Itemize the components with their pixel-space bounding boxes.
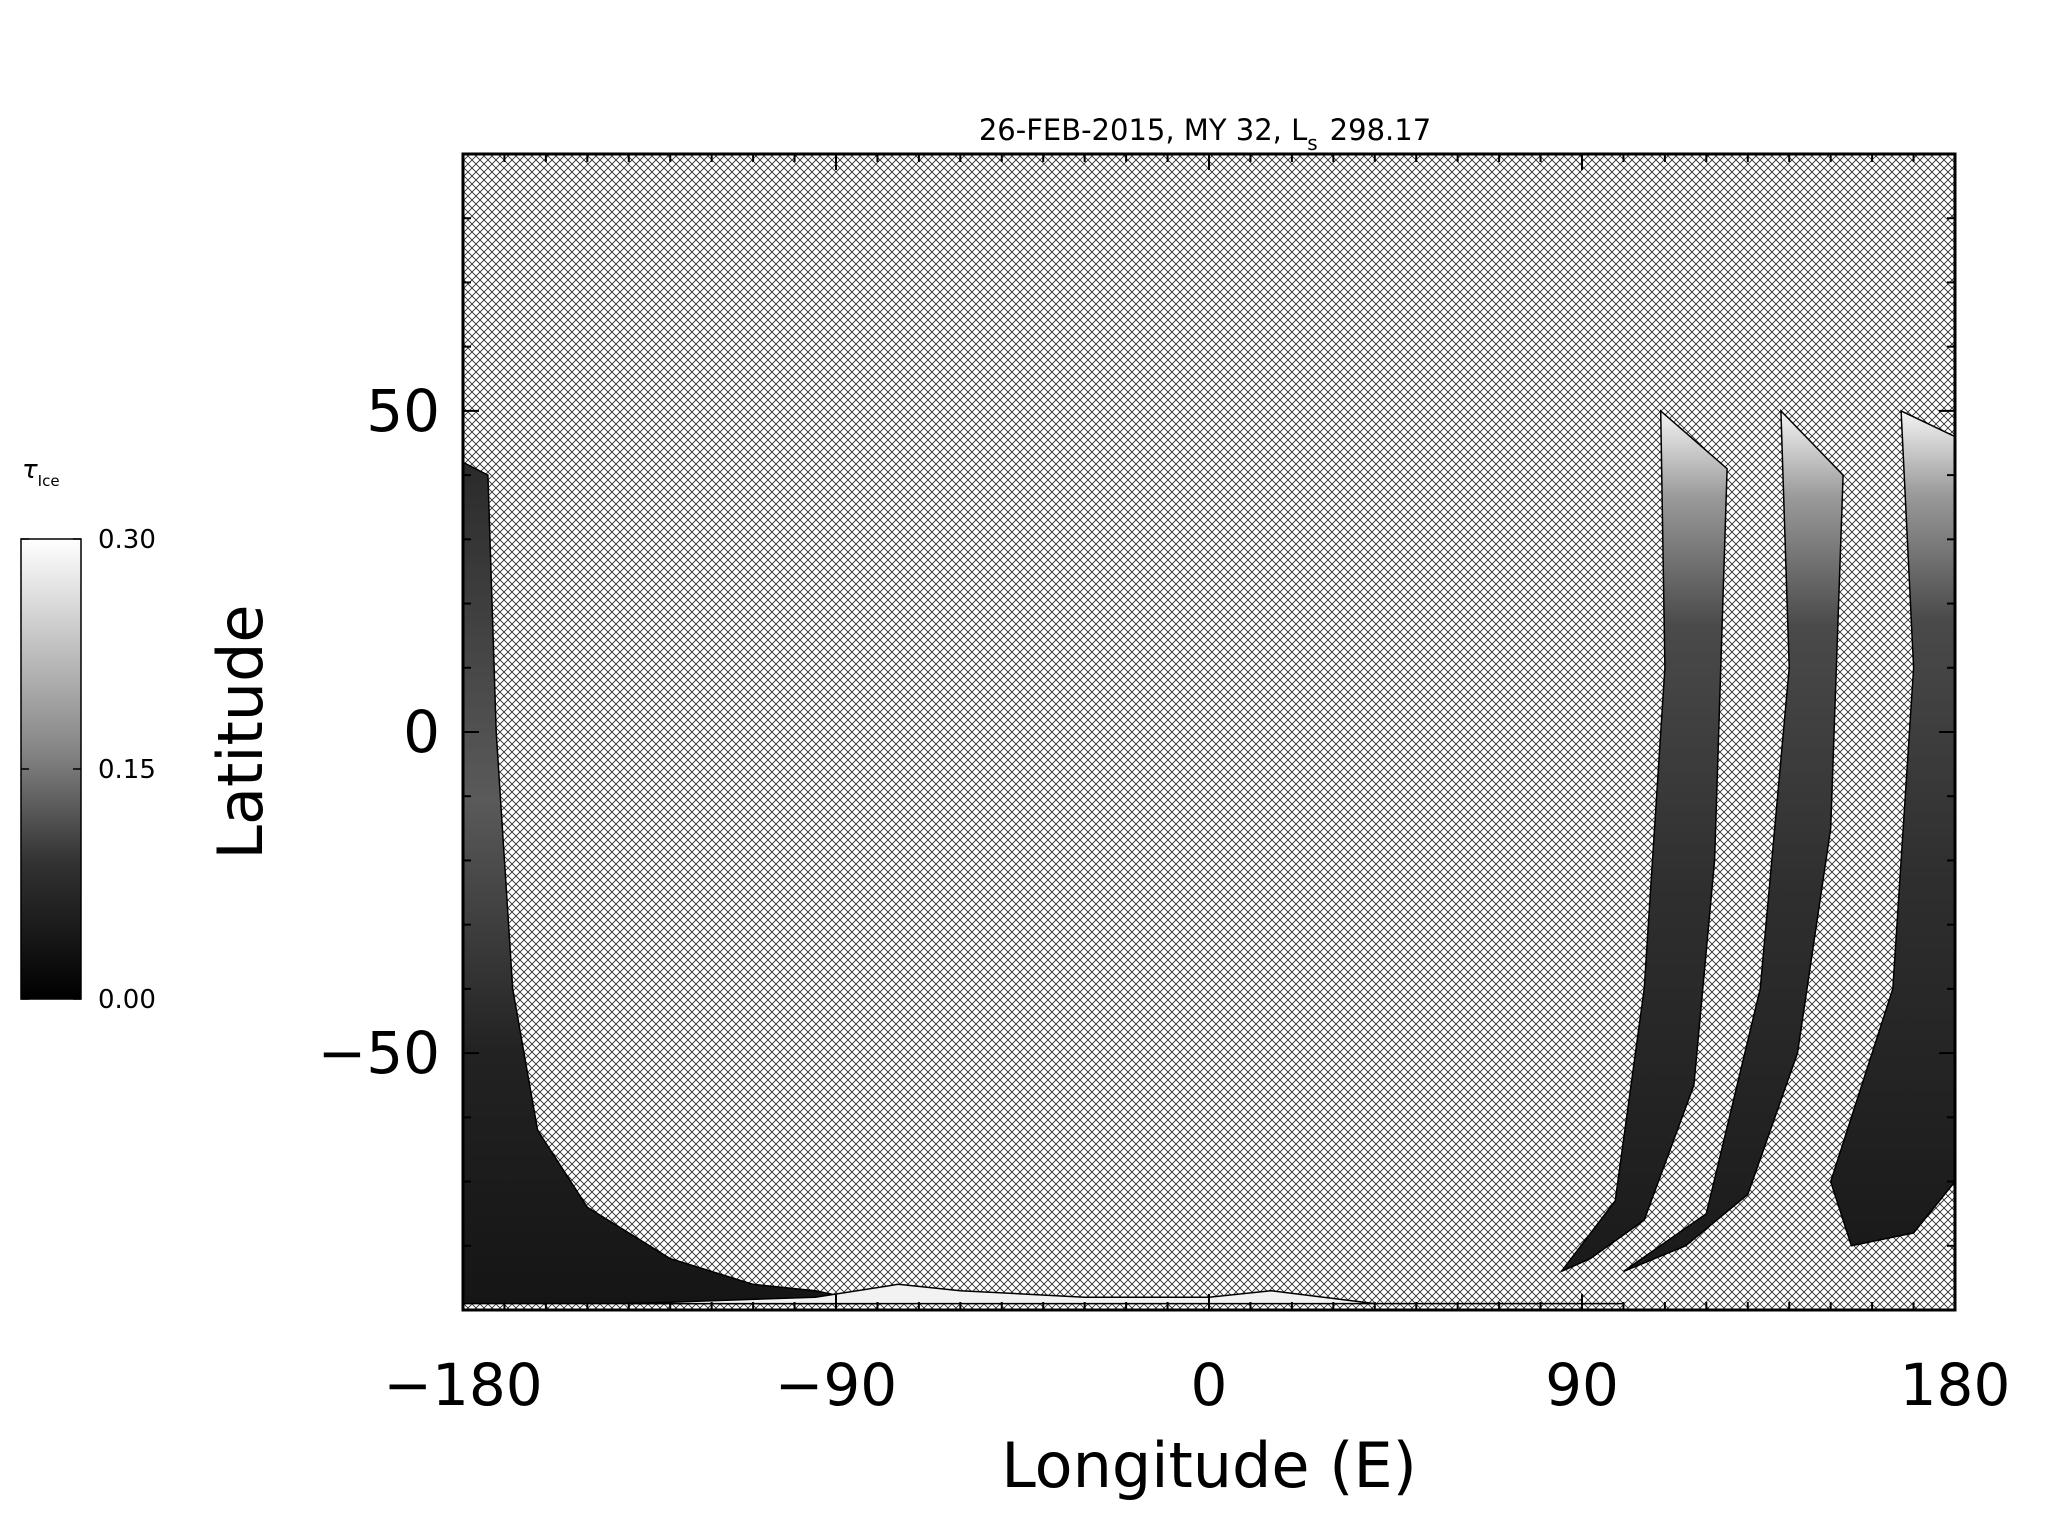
- x-tick-label: −180: [383, 1351, 542, 1419]
- y-tick-label: 0: [403, 698, 440, 766]
- y-tick-label: −50: [318, 1019, 440, 1087]
- x-tick-label: 0: [1191, 1351, 1228, 1419]
- colorbar-tick-label: 0.30: [98, 525, 156, 555]
- colorbar-label: τIce: [22, 455, 60, 490]
- colorbar-ticks: 0.00 0.15 0.30: [21, 525, 156, 1015]
- colorbar-tick-label: 0.15: [98, 755, 156, 785]
- x-tick-labels: −180 −90 0 90 180: [383, 1351, 2010, 1419]
- x-tick-label: 90: [1545, 1351, 1619, 1419]
- x-tick-label: 180: [1900, 1351, 2011, 1419]
- x-axis-label: Longitude (E): [1001, 1429, 1417, 1502]
- y-tick-labels: −50 0 50: [318, 377, 440, 1087]
- swath-1: [1560, 409, 1728, 1273]
- y-tick-label: 50: [366, 377, 440, 445]
- colorbar-tick-label: 0.00: [98, 985, 156, 1015]
- swath-3: [1829, 409, 1955, 1247]
- swath-2: [1622, 408, 1844, 1273]
- y-axis-label: Latitude: [204, 604, 277, 859]
- chart-title: 26-FEB-2015, MY 32, Ls 298.17: [979, 113, 1431, 155]
- x-tick-label: −90: [775, 1351, 897, 1419]
- colorbar: τIce 0.00 0.15 0.30: [20, 455, 156, 1015]
- axis-ticks: [462, 153, 1956, 1311]
- colorbar-gradient: [20, 538, 82, 1000]
